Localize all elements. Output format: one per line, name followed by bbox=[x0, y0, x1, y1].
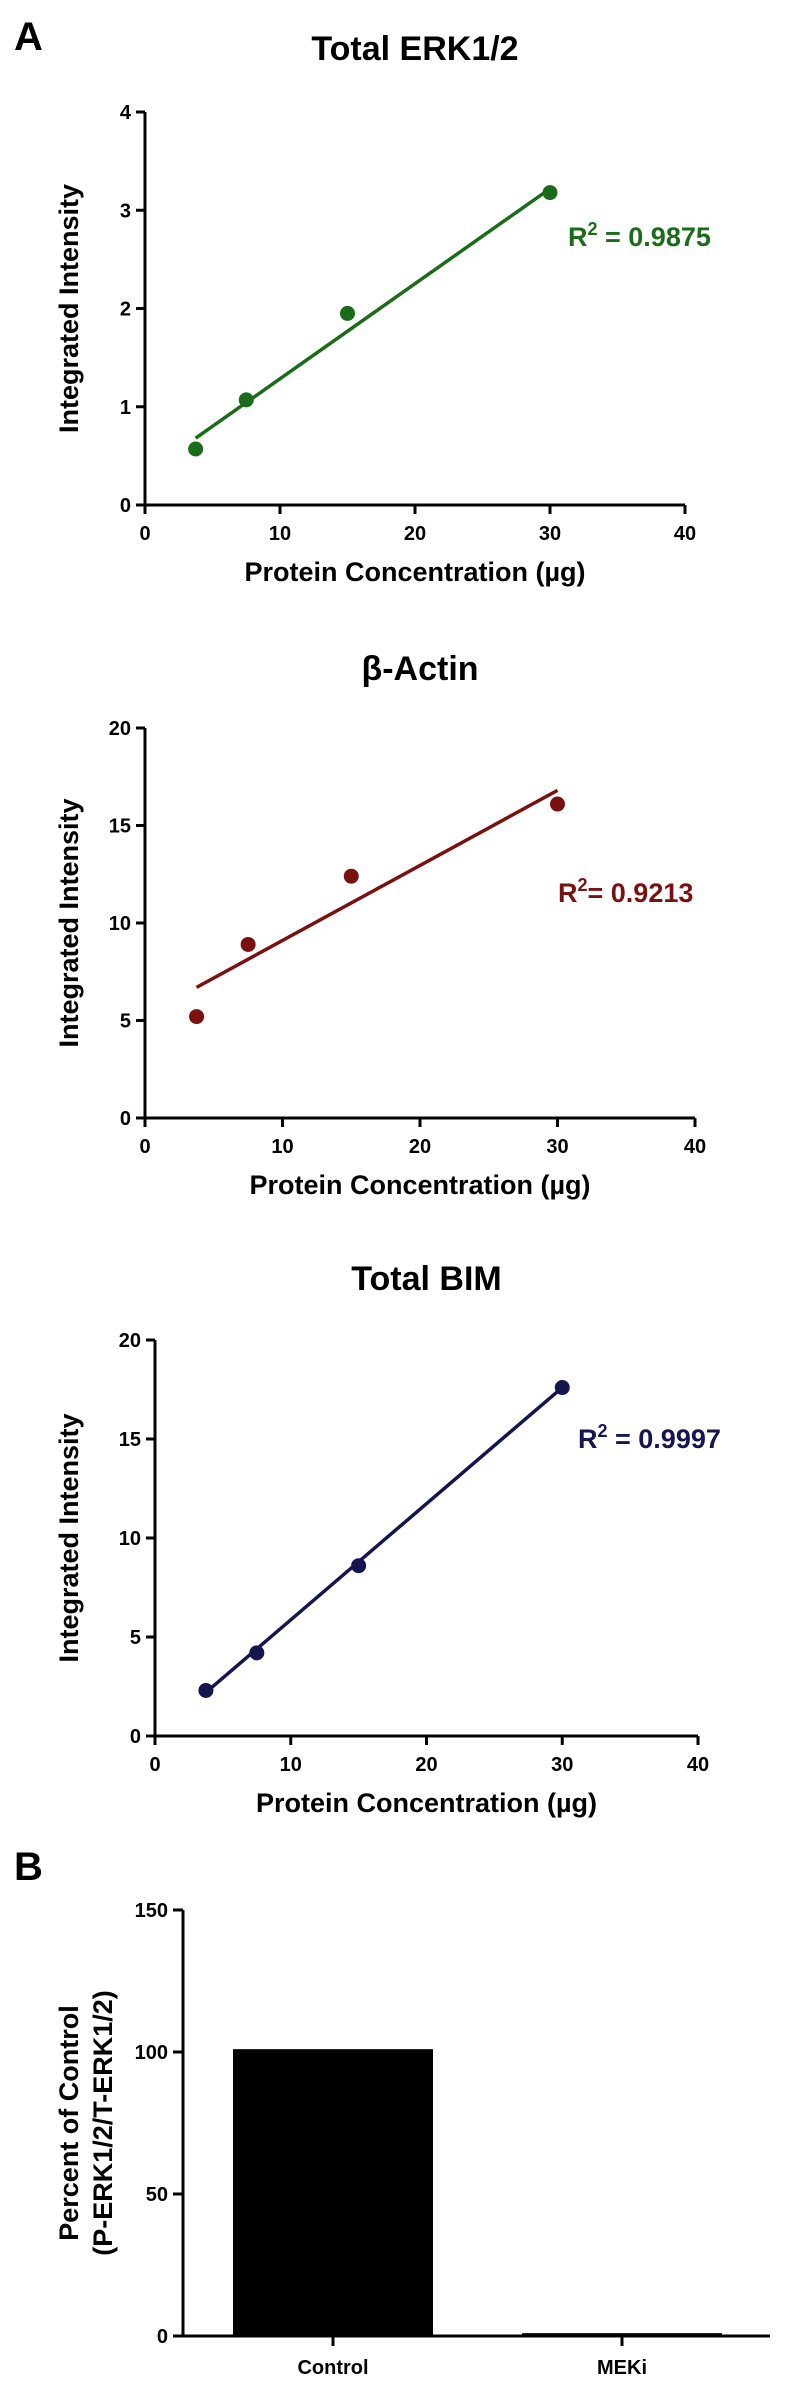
bar-y-tick-label: 150 bbox=[135, 1900, 168, 1922]
actin-y-tick-label: 15 bbox=[109, 816, 131, 838]
erk-y-tick-label: 0 bbox=[120, 495, 131, 517]
erk-x-tick-label: 0 bbox=[139, 523, 150, 545]
bim-x-axis-label: Protein Concentration (µg) bbox=[256, 1788, 597, 1818]
bar-y-axis-label-line2: (P-ERK1/2/T-ERK1/2) bbox=[88, 1990, 118, 2256]
bar-y-tick-label: 50 bbox=[146, 2184, 168, 2206]
bim-title: Total BIM bbox=[351, 1260, 501, 1298]
erk-y-tick-label: 4 bbox=[120, 102, 132, 124]
erk-title: Total ERK1/2 bbox=[311, 30, 518, 68]
bar-category-label: Control bbox=[297, 2357, 368, 2379]
erk-x-tick-label: 30 bbox=[539, 523, 561, 545]
erk-data-point bbox=[238, 392, 254, 408]
bar-y-tick-label: 100 bbox=[135, 2042, 168, 2064]
erk-data-point bbox=[188, 441, 204, 457]
erk-y-axis-label: Integrated Intensity bbox=[54, 184, 84, 433]
actin-data-point bbox=[550, 796, 565, 812]
bim-x-tick-label: 0 bbox=[149, 1754, 160, 1776]
bim-chart: Total BIM 0 5 10 15 20 0 10 20 30 40 Protein Concen… bbox=[54, 1260, 721, 1818]
bim-data-point bbox=[554, 1380, 570, 1396]
bim-data-point bbox=[198, 1682, 214, 1698]
actin-y-tick-label: 10 bbox=[109, 913, 131, 935]
bim-x-tick-label: 10 bbox=[280, 1754, 302, 1776]
bim-y-tick-label: 20 bbox=[119, 1330, 141, 1352]
actin-y-tick-label: 5 bbox=[120, 1011, 131, 1033]
erk-y-tick-label: 1 bbox=[120, 397, 131, 419]
bar-y-axis-label-line1: Percent of Control bbox=[54, 2005, 84, 2241]
bim-fit-line bbox=[204, 1386, 564, 1694]
actin-data-point bbox=[343, 868, 359, 884]
actin-x-axis-label: Protein Concentration (µg) bbox=[249, 1170, 590, 1200]
actin-x-tick-label: 30 bbox=[546, 1136, 568, 1158]
erk-data-point bbox=[542, 185, 558, 201]
erk-x-tick-label: 20 bbox=[404, 523, 426, 545]
bim-y-axis-label: Integrated Intensity bbox=[54, 1413, 84, 1662]
actin-r2-label: R2= 0.9213 bbox=[558, 875, 693, 908]
bim-r2-label: R2 = 0.9997 bbox=[578, 1421, 721, 1454]
erk-x-axis-label: Protein Concentration (µg) bbox=[244, 557, 585, 587]
actin-x-tick-label: 20 bbox=[409, 1136, 431, 1158]
bim-data-point bbox=[249, 1645, 265, 1661]
bim-x-tick-label: 30 bbox=[551, 1754, 573, 1776]
panel-letter-a: A bbox=[14, 15, 43, 59]
erk-y-tick-label: 2 bbox=[120, 299, 131, 321]
erk-x-tick-label: 40 bbox=[674, 523, 696, 545]
bim-y-tick-label: 15 bbox=[119, 1429, 141, 1451]
actin-y-tick-label: 0 bbox=[120, 1108, 131, 1130]
bar-category-label: MEKi bbox=[597, 2357, 647, 2379]
actin-y-tick-label: 20 bbox=[109, 718, 131, 740]
bim-y-tick-label: 0 bbox=[130, 1726, 141, 1748]
actin-chart: β-Actin 0 5 10 15 20 0 10 20 30 40 Protein Concentr… bbox=[54, 650, 706, 1200]
bim-x-tick-label: 20 bbox=[415, 1754, 437, 1776]
erk-x-tick-label: 10 bbox=[269, 523, 291, 545]
actin-y-axis-label: Integrated Intensity bbox=[54, 798, 84, 1047]
erk-r2-label: R2 = 0.9875 bbox=[568, 219, 711, 252]
actin-x-tick-label: 40 bbox=[684, 1136, 706, 1158]
bim-x-tick-label: 40 bbox=[687, 1754, 709, 1776]
actin-x-tick-label: 10 bbox=[271, 1136, 293, 1158]
bim-y-tick-label: 10 bbox=[119, 1528, 141, 1550]
bar-control bbox=[233, 2049, 433, 2336]
actin-x-tick-label: 0 bbox=[139, 1136, 150, 1158]
erk-fit-line bbox=[194, 187, 552, 440]
bar-y-tick-label: 0 bbox=[157, 2326, 168, 2348]
bim-y-tick-label: 5 bbox=[130, 1627, 141, 1649]
erk-data-point bbox=[340, 305, 355, 321]
percent-control-bar-chart: 0 50 100 150 Control MEKi Percent of Control (P… bbox=[54, 1900, 770, 2379]
bim-data-point bbox=[351, 1558, 367, 1574]
panel-letter-b: B bbox=[14, 1845, 43, 1889]
actin-title: β-Actin bbox=[361, 650, 478, 688]
actin-fit-line bbox=[195, 788, 559, 989]
bar-meki bbox=[522, 2333, 722, 2336]
actin-data-point bbox=[189, 1009, 205, 1025]
erk-y-tick-label: 3 bbox=[120, 200, 131, 222]
actin-data-point bbox=[240, 936, 256, 952]
